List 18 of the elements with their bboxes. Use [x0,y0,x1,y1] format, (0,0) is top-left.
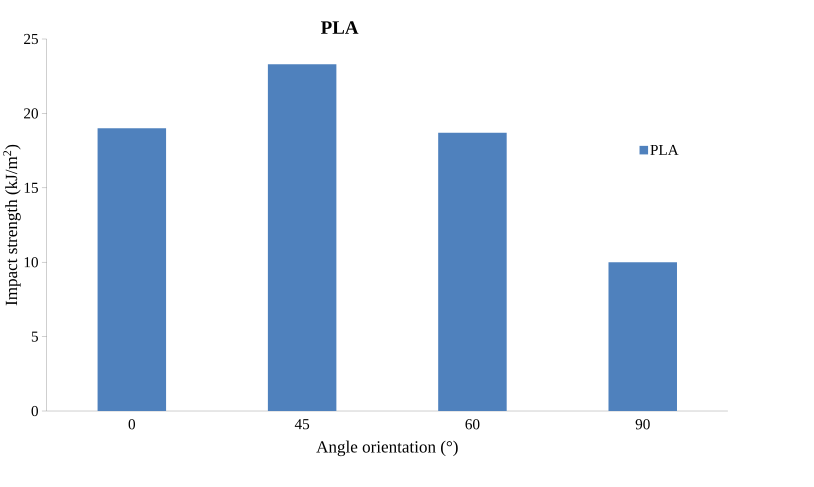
y-tick-label: 5 [32,332,38,342]
bar [268,64,336,411]
y-tick-label: 0 [32,406,38,416]
bar [608,262,677,411]
x-tick-label: 90 [636,419,650,430]
y-tick-label: 15 [24,182,38,193]
x-tick-label: 0 [128,419,136,430]
y-axis-title: Impact strength (kJ/m$^{2}$) [3,144,21,306]
bar [438,132,507,411]
y-tick-label: 20 [24,108,38,118]
bar [98,128,166,411]
x-axis-title: Angle orientation (°) [316,440,458,456]
y-tick-label: 10 [24,257,38,268]
legend-label: PLA [650,144,679,155]
x-tick-label: 60 [466,419,480,430]
chart-title: PLA [320,21,358,34]
x-tick-label: 45 [294,419,310,430]
y-tick-label: 25 [24,34,38,44]
